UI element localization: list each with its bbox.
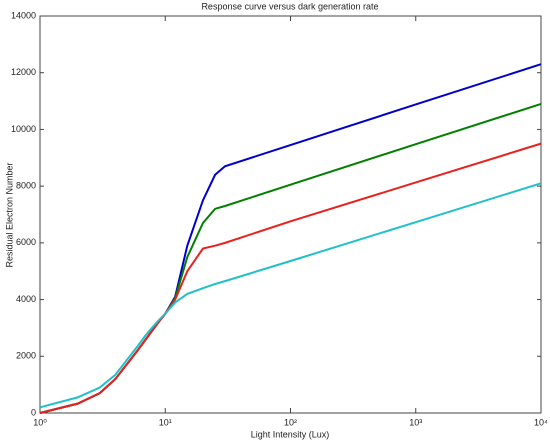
y-tick-label: 4000 (16, 294, 36, 304)
y-tick-label: 14000 (11, 10, 36, 20)
y-tick-label: 0 (31, 407, 36, 417)
chart-title: Response curve versus dark generation ra… (201, 1, 378, 11)
x-tick-label: 10³ (409, 417, 422, 427)
y-tick-label: 10000 (11, 124, 36, 134)
data-line (39, 63, 542, 414)
y-tick-label: 2000 (16, 351, 36, 361)
plot-frame (39, 15, 542, 414)
x-axis-label: Light Intensity (Lux) (251, 429, 330, 439)
x-tick-label: 10¹ (159, 417, 172, 427)
data-line (39, 102, 542, 414)
x-tick-label: 10² (284, 417, 297, 427)
y-axis-label: Residual Electron Number (4, 162, 14, 267)
data-line (39, 182, 542, 409)
x-tick-label: 10⁴ (534, 417, 548, 427)
x-tick-label: 10⁰ (33, 417, 47, 427)
y-tick-label: 6000 (16, 237, 36, 247)
y-tick-label: 8000 (16, 181, 36, 191)
y-tick-label: 12000 (11, 67, 36, 77)
